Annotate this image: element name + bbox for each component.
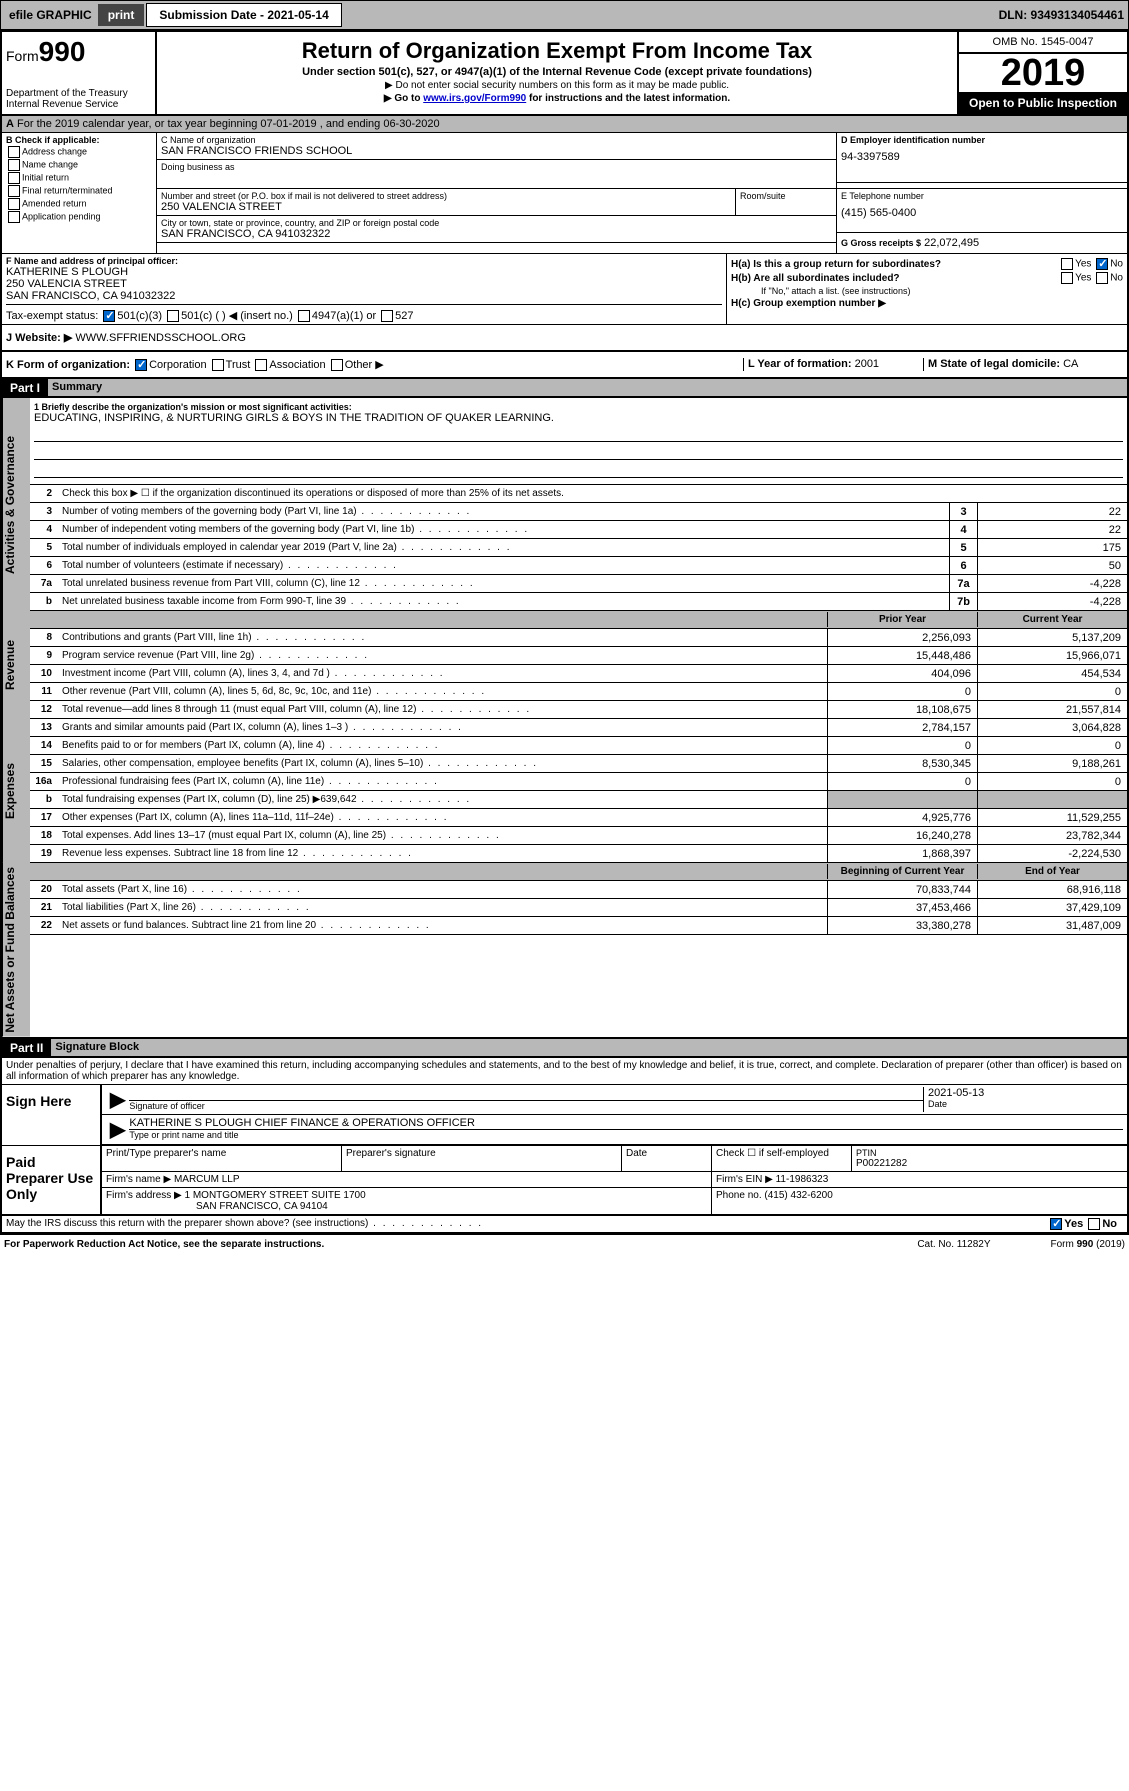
- part2-header: Part II: [2, 1039, 51, 1057]
- street-value: 250 VALENCIA STREET: [161, 201, 731, 213]
- efile-label: efile GRAPHIC: [5, 8, 96, 22]
- chk-4947: [298, 310, 310, 322]
- dln-label: DLN: 93493134054461: [999, 8, 1124, 22]
- print-button[interactable]: print: [98, 4, 145, 26]
- paperwork-notice: For Paperwork Reduction Act Notice, see …: [4, 1239, 324, 1250]
- tel-label: E Telephone number: [841, 191, 1123, 201]
- goto-post: for instructions and the latest informat…: [526, 93, 730, 104]
- tax-exempt-label: Tax-exempt status:: [6, 310, 98, 322]
- ein-value: 94-3397589: [841, 151, 1123, 163]
- arrow-icon: ▶: [106, 1117, 129, 1142]
- omb-number: OMB No. 1545-0047: [959, 32, 1127, 54]
- chk-527: [381, 310, 393, 322]
- q1-label: 1 Briefly describe the organization's mi…: [34, 402, 1123, 412]
- officer-city: SAN FRANCISCO, CA 941032322: [6, 290, 722, 302]
- form-org-label: K Form of organization:: [6, 359, 130, 371]
- gross-value: 22,072,495: [924, 237, 979, 249]
- mission-text: EDUCATING, INSPIRING, & NURTURING GIRLS …: [34, 412, 1123, 424]
- city-label: City or town, state or province, country…: [161, 218, 832, 228]
- irs-link[interactable]: www.irs.gov/Form990: [423, 93, 526, 104]
- submission-date: Submission Date - 2021-05-14: [146, 3, 341, 27]
- street-label: Number and street (or P.O. box if mail i…: [161, 191, 731, 201]
- cat-no: Cat. No. 11282Y: [917, 1239, 990, 1250]
- form-prefix: Form: [6, 48, 39, 64]
- org-name-label: C Name of organization: [161, 135, 832, 145]
- part1-title: Summary: [48, 379, 1127, 397]
- perjury-declaration: Under penalties of perjury, I declare th…: [2, 1058, 1127, 1085]
- form-body: Form990 Department of the Treasury Inter…: [0, 30, 1129, 1235]
- officer-street: 250 VALENCIA STREET: [6, 278, 722, 290]
- room-label: Room/suite: [740, 191, 832, 201]
- city-value: SAN FRANCISCO, CA 941032322: [161, 228, 832, 240]
- vtab-governance: Activities & Governance: [2, 398, 30, 611]
- vtab-revenue: Revenue: [2, 611, 30, 719]
- officer-label: F Name and address of principal officer:: [6, 256, 722, 266]
- dba-label: Doing business as: [161, 162, 832, 172]
- hb-note: If "No," attach a list. (see instruction…: [761, 286, 1123, 296]
- discuss-yes: [1050, 1218, 1062, 1230]
- tax-year-range: A For the 2019 calendar year, or tax yea…: [2, 116, 1127, 133]
- chk-corp: [135, 359, 147, 371]
- tel-value: (415) 565-0400: [841, 207, 1123, 219]
- ssn-note: ▶ Do not enter social security numbers o…: [161, 80, 953, 91]
- vtab-netassets: Net Assets or Fund Balances: [2, 863, 30, 1037]
- part2-title: Signature Block: [51, 1039, 1127, 1057]
- goto-pre: ▶ Go to: [384, 93, 423, 104]
- top-toolbar: efile GRAPHIC print Submission Date - 20…: [0, 0, 1129, 30]
- form-title: Return of Organization Exempt From Incom…: [161, 38, 953, 64]
- tax-year: 2019: [959, 54, 1127, 92]
- form-subtitle: Under section 501(c), 527, or 4947(a)(1)…: [161, 66, 953, 78]
- paid-preparer-label: Paid Preparer Use Only: [2, 1146, 102, 1214]
- discuss-question: May the IRS discuss this return with the…: [2, 1216, 1038, 1231]
- form-footer: Form 990 (2019): [1051, 1239, 1125, 1250]
- chk-501c: [167, 310, 179, 322]
- chk-501c3: [103, 310, 115, 322]
- dept-treasury: Department of the Treasury: [6, 88, 151, 99]
- irs-label: Internal Revenue Service: [6, 99, 151, 110]
- ein-label: D Employer identification number: [841, 135, 1123, 145]
- form-number: 990: [39, 36, 86, 67]
- gross-label: G Gross receipts $: [841, 238, 921, 248]
- website-label: J Website: ▶: [6, 331, 72, 344]
- org-name: SAN FRANCISCO FRIENDS SCHOOL: [161, 145, 832, 157]
- website-url: WWW.SFFRIENDSSCHOOL.ORG: [75, 332, 246, 344]
- open-public-badge: Open to Public Inspection: [959, 92, 1127, 114]
- section-b-label: B Check if applicable:: [6, 135, 152, 145]
- arrow-icon: ▶: [106, 1087, 129, 1112]
- vtab-expenses: Expenses: [2, 719, 30, 863]
- sign-here-label: Sign Here: [2, 1085, 102, 1145]
- section-b-checkboxes: B Check if applicable: Address change Na…: [2, 133, 157, 253]
- officer-name: KATHERINE S PLOUGH: [6, 266, 722, 278]
- part1-header: Part I: [2, 379, 48, 397]
